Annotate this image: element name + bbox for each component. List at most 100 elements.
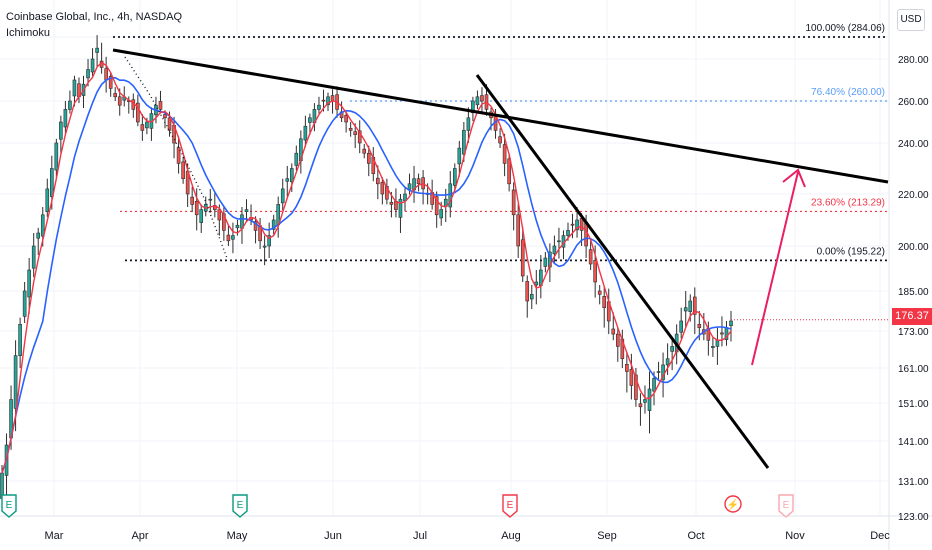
candle [113,93,117,98]
candle [516,214,520,247]
candle [353,131,357,135]
candle [90,58,95,73]
candle [434,196,439,216]
base-line [1,76,732,474]
indicator-label[interactable]: Ichimoku [6,27,51,39]
fib-level-label: 76.40% (260.00) [811,87,885,98]
candle [529,294,534,300]
candle [194,200,199,216]
candle [18,324,22,356]
candle [688,300,693,312]
candle [457,147,462,165]
candle [40,214,45,237]
y-tick-label: 161.00 [898,364,929,375]
candle [181,161,185,179]
candle [167,117,172,131]
candle [22,290,27,317]
candle [616,333,620,347]
candle [638,403,643,408]
candle [448,183,453,208]
candle [63,109,68,128]
event-marker-earnings-red[interactable]: E [502,494,518,518]
candle [59,121,63,140]
candle [398,198,403,218]
y-tick-label: 151.00 [898,399,929,410]
candle [652,378,656,392]
candle [570,223,575,226]
candle [330,95,335,102]
y-tick-label: 240.00 [898,139,929,150]
x-tick-label: Aug [501,530,521,542]
candle [679,320,683,333]
candle [611,328,616,335]
candle [480,95,484,102]
event-marker-earnings-future[interactable]: E [778,494,794,518]
x-tick-label: Apr [131,530,148,542]
candle [643,399,647,403]
candle [235,224,240,229]
candle [511,189,516,216]
falling-trendline [475,74,770,469]
candle [27,269,31,298]
candle [140,124,145,131]
candle [317,104,321,110]
y-tick-label: 220.00 [898,190,929,201]
candle [625,363,629,372]
candle [407,183,412,190]
candle [54,142,59,171]
candle [158,101,163,110]
y-tick-label: 185.00 [898,287,929,298]
candle [665,358,670,366]
candle [308,117,312,123]
event-marker-split[interactable]: ⚡ [724,495,742,513]
candle [190,196,194,205]
candle [13,355,18,409]
event-marker-earnings[interactable]: E [232,494,248,518]
projection-arrow [751,171,799,366]
candle [520,239,525,277]
candle [117,96,122,106]
candle [326,96,330,106]
candle [45,188,50,212]
y-tick-label: 260.00 [898,97,929,108]
candle [597,290,602,295]
fib-level-label: 100.00% (284.06) [805,23,885,34]
event-marker-earnings[interactable]: E [1,494,17,518]
candle [697,324,702,328]
candle [86,69,90,79]
candle [50,168,54,197]
svg-text:⚡: ⚡ [727,498,739,511]
candle [321,99,326,102]
candle [145,121,149,129]
conversion-line [1,61,732,474]
candle [163,114,167,119]
candle [543,257,548,267]
candle [344,114,348,123]
candle [729,320,733,326]
candle [280,188,285,204]
candle [208,198,213,201]
candle [72,79,77,97]
y-tick-label: 141.00 [898,437,929,448]
x-tick-label: Nov [785,530,805,542]
candle [466,117,471,131]
candle [285,178,290,182]
candle [715,339,720,347]
candle [566,230,570,236]
svg-text:E: E [237,500,244,511]
candle [36,232,41,239]
candle [670,346,674,352]
candle [262,245,267,248]
y-tick-label: 173.00 [898,327,929,338]
symbol-label: Coinbase Global, Inc., 4h, NASDAQ [6,11,183,23]
candle [136,102,140,123]
candle [303,125,308,141]
candle [711,346,715,348]
currency-button[interactable]: USD [897,9,925,31]
candle [199,209,204,223]
y-tick-label: 123.00 [898,512,929,523]
y-tick-label: 131.00 [898,477,929,488]
candle [389,202,394,205]
x-tick-label: Mar [45,530,64,542]
